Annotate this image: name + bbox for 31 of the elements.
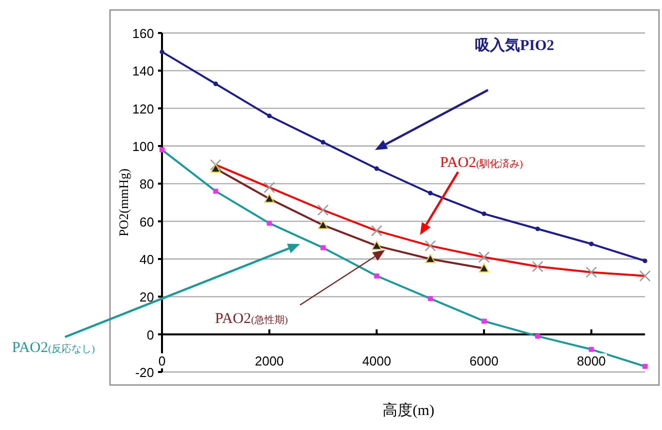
y-tick-label: 160 (132, 26, 154, 41)
y-tick-label: -20 (135, 365, 154, 380)
point (374, 166, 379, 171)
y-tick-label: 40 (140, 252, 154, 267)
point (428, 190, 433, 196)
y-tick-label: 60 (140, 214, 154, 230)
y-tick-label: 20 (140, 290, 154, 305)
y-axis-title: PO2(mmHg) (116, 168, 131, 236)
x-tick-label: 8000 (576, 353, 606, 368)
text: PAO2(急性期) (215, 311, 288, 327)
point (320, 140, 326, 145)
point (589, 242, 594, 246)
x-tick-label: 2000 (254, 353, 284, 368)
y-tick-label: 140 (132, 64, 154, 79)
x-tick-label: 0 (158, 353, 166, 368)
y-tick-label: 80 (140, 176, 154, 192)
text: PAO2(反応なし) (12, 340, 95, 356)
point (160, 50, 164, 54)
x-axis-title: 高度(m) (382, 402, 434, 419)
point (535, 226, 540, 232)
y-tick-label: 100 (132, 139, 154, 154)
y-tick-label: 0 (146, 327, 154, 342)
x-tick-label: 4000 (362, 353, 392, 368)
x-tick-label: 6000 (470, 353, 498, 368)
text: 吸入気PIO2 (475, 37, 554, 54)
point (642, 258, 648, 264)
point (213, 82, 218, 86)
text: PAO2(馴化済み) (440, 155, 523, 171)
y-tick-label: 120 (132, 101, 154, 116)
point (267, 114, 272, 118)
point (482, 212, 486, 216)
